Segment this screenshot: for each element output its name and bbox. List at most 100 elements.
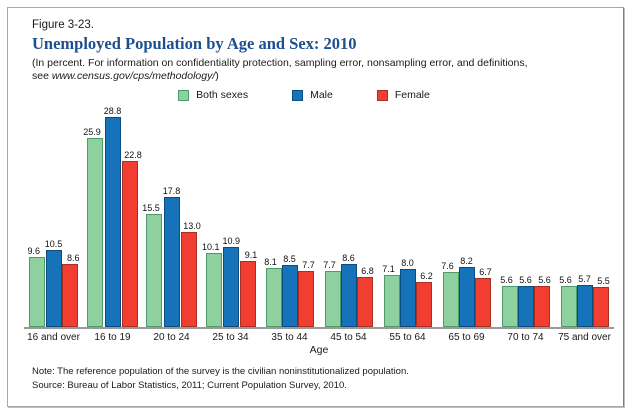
methodology-url: www.census.gov/cps/methodology/ [51, 70, 216, 82]
male-bar [104, 117, 121, 327]
male-bar [223, 247, 240, 327]
bar-group-20-to-24: 15.5 17.8 13.0 [142, 186, 201, 327]
bar-group-75-and-over: 5.6 5.7 5.5 [555, 274, 614, 327]
bar-col: 10.1 [201, 242, 223, 327]
bar-group-35-to-44: 8.1 8.5 7.7 [260, 254, 319, 327]
bar-value-label: 8.1 [264, 257, 277, 267]
subtitle-close-paren: ) [215, 70, 219, 82]
bar-value-label: 10.1 [201, 242, 220, 252]
female-swatch-icon [376, 89, 388, 101]
category-row: 16 and over 16 to 19 20 to 24 25 to 34 35 to… [24, 332, 614, 343]
male-bar [340, 264, 357, 327]
both-sexes-swatch-icon [178, 89, 190, 101]
bar-col: 6.8 [356, 266, 374, 327]
bar-col: 5.5 [592, 276, 610, 327]
category-label: 20 to 24 [153, 332, 190, 343]
both-sexes-bar [28, 257, 45, 327]
chart-legend: Both sexes Male Female [24, 89, 584, 101]
bar-group-65-to-69: 7.6 8.2 6.7 [437, 256, 496, 327]
bar-col: 25.9 [83, 127, 104, 327]
both-sexes-bar [324, 271, 341, 327]
bar-col: 17.8 [162, 186, 181, 327]
note-text: Note: The reference population of the su… [32, 366, 409, 377]
bar-value-label: 8.5 [283, 254, 296, 264]
bar-value-label: 17.8 [162, 186, 181, 196]
legend-item-female: Female [376, 89, 430, 101]
bar-col: 9.1 [240, 250, 258, 327]
bar-value-label: 8.6 [67, 253, 80, 263]
bar-col: 28.8 [104, 106, 121, 327]
category-label: 16 and over [27, 332, 80, 343]
legend-item-male: Male [292, 89, 333, 101]
both-sexes-bar [383, 275, 400, 327]
bar-col: 8.5 [281, 254, 298, 327]
bar-value-label: 25.9 [83, 127, 101, 137]
both-sexes-bar [560, 286, 577, 327]
figure-number: Figure 3-23. [32, 19, 95, 31]
both-sexes-bar [501, 286, 518, 327]
bar-col: 6.7 [474, 267, 492, 327]
bar-col: 5.6 [533, 275, 551, 327]
both-sexes-bar [442, 272, 459, 327]
bar-col: 10.9 [223, 236, 240, 327]
bar-col: 9.6 [27, 246, 45, 327]
bar-col: 7.7 [323, 260, 341, 327]
category-label: 55 to 64 [389, 332, 426, 343]
male-bar [163, 197, 180, 327]
bar-col: 10.5 [45, 239, 62, 327]
bar-col: 5.6 [500, 275, 518, 327]
bar-col: 5.6 [517, 275, 534, 327]
bar-value-label: 15.5 [142, 203, 160, 213]
male-bar [281, 265, 298, 327]
male-swatch-icon [292, 89, 304, 101]
bar-value-label: 8.6 [342, 253, 355, 263]
legend-label: Female [394, 89, 430, 101]
bar-value-label: 5.6 [538, 275, 551, 285]
figure-notes: Note: The reference population of the su… [32, 365, 614, 392]
female-bar [62, 264, 79, 327]
bar-col: 7.1 [382, 264, 400, 327]
bar-col: 13.0 [180, 221, 201, 327]
female-bar [415, 282, 432, 327]
bar-value-label: 5.6 [500, 275, 513, 285]
bar-group-16-and-over: 9.6 10.5 8.6 [24, 239, 83, 327]
bar-col: 8.2 [458, 256, 475, 327]
female-bar [474, 278, 491, 327]
female-bar [592, 287, 609, 327]
bar-value-label: 8.0 [401, 258, 414, 268]
bar-group-16-to-19: 25.9 28.8 22.8 [83, 106, 142, 327]
figure-subtitle: (In percent. For information on confiden… [32, 57, 614, 83]
bar-value-label: 6.2 [420, 271, 433, 281]
male-bar [517, 286, 534, 327]
male-bar [458, 267, 475, 327]
subtitle-see: see [32, 70, 52, 82]
category-label: 65 to 69 [448, 332, 485, 343]
figure-box: Figure 3-23. Unemployed Population by Ag… [7, 7, 624, 407]
figure-title: Unemployed Population by Age and Sex: 20… [32, 34, 357, 53]
bar-value-label: 5.6 [519, 275, 532, 285]
female-bar [122, 161, 139, 327]
bar-col: 5.6 [559, 275, 577, 327]
male-bar [399, 269, 416, 327]
legend-label: Both sexes [196, 89, 249, 101]
category-label: 75 and over [558, 332, 611, 343]
bar-col: 6.2 [415, 271, 433, 327]
category-label: 16 to 19 [94, 332, 131, 343]
bar-value-label: 7.1 [382, 264, 395, 274]
female-bar [297, 271, 314, 327]
bar-value-label: 5.7 [578, 274, 591, 284]
bar-col: 8.1 [264, 257, 282, 327]
category-label: 35 to 44 [271, 332, 308, 343]
x-axis-title: Age [309, 344, 329, 356]
bar-col: 8.6 [62, 253, 80, 327]
bar-col: 7.6 [441, 261, 459, 327]
bar-value-label: 22.8 [124, 150, 142, 160]
bar-value-label: 7.6 [441, 261, 454, 271]
both-sexes-bar [145, 214, 162, 327]
bar-group-70-to-74: 5.6 5.6 5.6 [496, 275, 555, 327]
female-bar [181, 232, 198, 327]
bar-value-label: 9.1 [244, 250, 258, 260]
plot-area: 9.6 10.5 8.6 25.9 28.8 22.8 15.5 17.8 13.0 10.1 10… [24, 103, 614, 329]
male-bar [576, 285, 593, 327]
bar-value-label: 13.0 [183, 221, 201, 231]
